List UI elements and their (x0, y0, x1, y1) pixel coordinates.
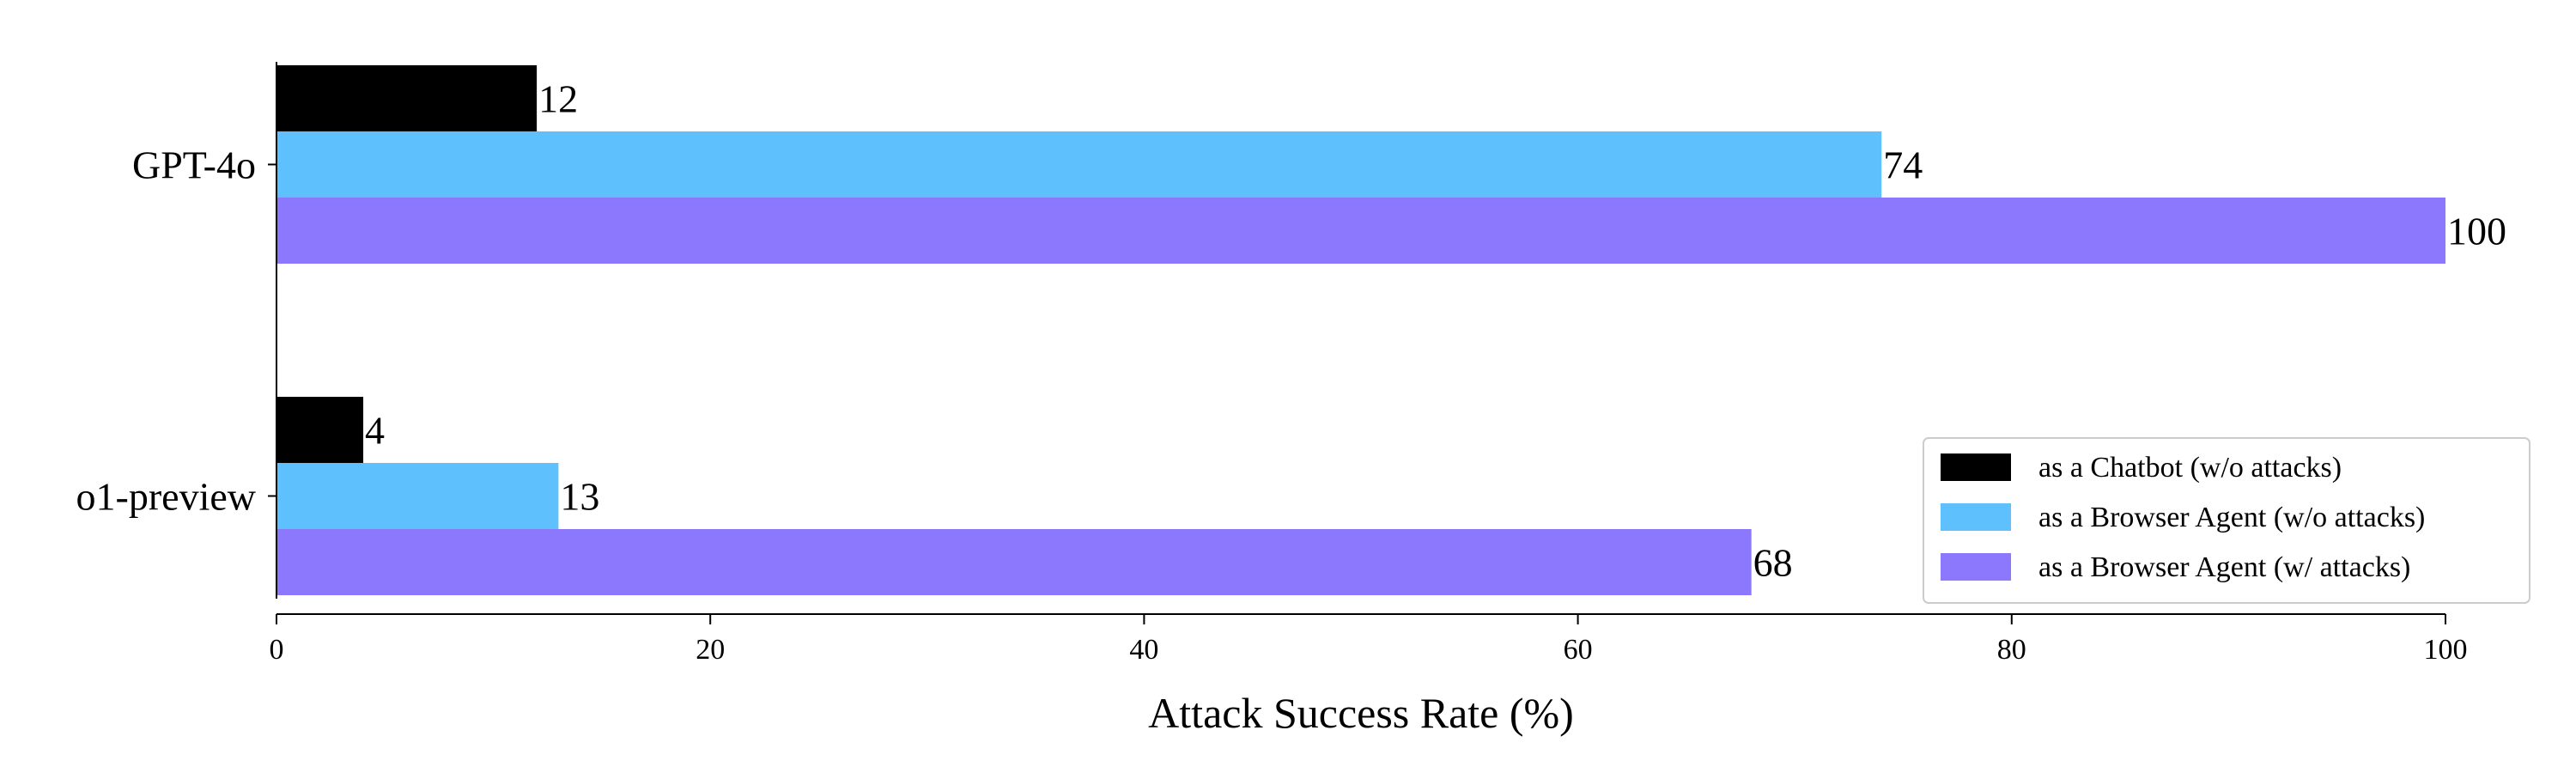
x-axis: 0 20 40 60 80 100 (270, 613, 2468, 666)
category-label: o1-preview (76, 475, 257, 519)
legend-swatch (1941, 553, 2011, 581)
bar-gpt-4o-series-3 (276, 198, 2445, 264)
x-axis-title: Attack Success Rate (%) (1148, 689, 1574, 737)
x-tick-label: 100 (2424, 634, 2468, 666)
value-label: 4 (365, 409, 385, 453)
legend-label: as a Chatbot (w/o attacks) (2038, 452, 2342, 484)
value-label: 74 (1883, 143, 1923, 187)
value-labels-group: 12 74 100 4 13 68 (365, 77, 2506, 585)
x-tick-label: 40 (1129, 634, 1158, 666)
x-tick-label: 20 (696, 634, 725, 666)
bar-gpt-4o-series-2 (276, 131, 1882, 198)
legend: as a Chatbot (w/o attacks) as a Browser A… (1923, 437, 2530, 604)
category-label: GPT-4o (132, 143, 256, 187)
x-tick-label: 60 (1564, 634, 1593, 666)
legend-label: as a Browser Agent (w/o attacks) (2038, 502, 2425, 533)
value-label: 68 (1753, 541, 1793, 585)
value-label: 12 (538, 77, 578, 121)
bar-o1-preview-series-1 (276, 397, 364, 463)
bar-o1-preview-series-2 (276, 463, 559, 529)
bar-o1-preview-series-3 (276, 529, 1752, 595)
value-label: 13 (560, 475, 599, 519)
bars-group (276, 65, 2445, 595)
x-tick-label: 0 (270, 634, 284, 666)
legend-label: as a Browser Agent (w/ attacks) (2038, 551, 2410, 583)
value-label: 100 (2447, 210, 2506, 253)
bar-gpt-4o-series-1 (276, 65, 538, 131)
legend-swatch (1941, 503, 2011, 531)
y-axis: GPT-4o o1-preview (76, 62, 277, 599)
legend-frame (1923, 437, 2530, 604)
legend-swatch (1941, 453, 2011, 481)
x-tick-label: 80 (1997, 634, 2026, 666)
